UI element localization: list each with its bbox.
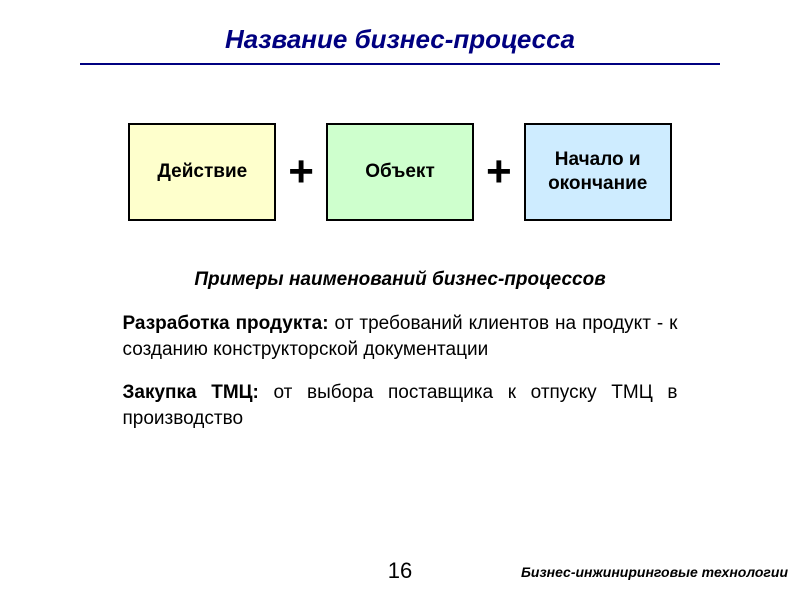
formula-diagram: Действие + Объект + Начало и окончание <box>0 123 800 221</box>
plus-icon: + <box>288 150 314 194</box>
example-label: Закупка ТМЦ: <box>123 382 259 403</box>
example-label: Разработка продукта: <box>123 313 329 334</box>
examples-block: Разработка продукта: от требований клиен… <box>123 311 678 432</box>
slide-title: Название бизнес-процесса <box>0 0 800 63</box>
page-number: 16 <box>388 558 412 584</box>
example-item: Разработка продукта: от требований клиен… <box>123 311 678 362</box>
footer-brand: Бизнес-инжиниринговые технологии <box>521 564 788 580</box>
box-start-end: Начало и окончание <box>524 123 672 221</box>
title-underline <box>80 63 720 65</box>
plus-icon: + <box>486 150 512 194</box>
box-object: Объект <box>326 123 474 221</box>
examples-heading: Примеры наименований бизнес-процессов <box>0 269 800 291</box>
example-item: Закупка ТМЦ: от выбора поставщика к отпу… <box>123 380 678 431</box>
box-action: Действие <box>128 123 276 221</box>
